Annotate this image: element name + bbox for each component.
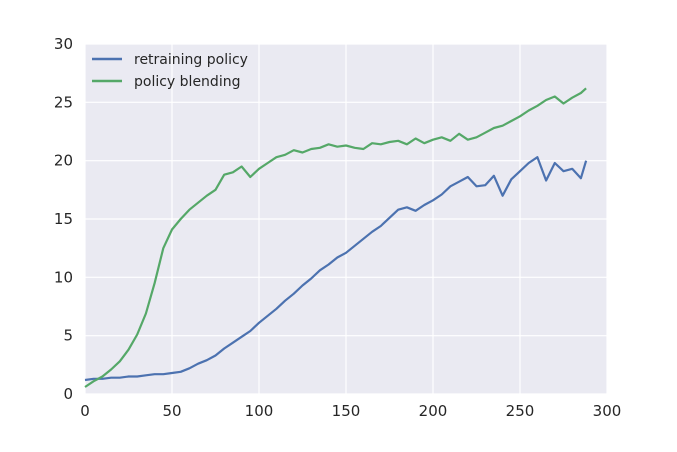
grid-lines — [84, 43, 608, 395]
y-tick-labels: 0 5 10 15 20 25 30 — [54, 35, 73, 403]
y-tick-label: 10 — [54, 268, 73, 286]
series-line-policy-blending — [84, 87, 587, 388]
legend: retraining policy policy blending — [92, 52, 248, 90]
series-line-retraining-policy — [84, 156, 588, 382]
legend-label: policy blending — [134, 74, 240, 90]
series-lines — [84, 87, 588, 388]
x-tick-label: 300 — [593, 402, 622, 420]
x-tick-label: 150 — [332, 402, 361, 420]
x-tick-label: 250 — [506, 402, 535, 420]
y-tick-label: 20 — [54, 152, 73, 170]
x-tick-label: 200 — [419, 402, 448, 420]
x-tick-label: 100 — [245, 402, 274, 420]
x-tick-label: 50 — [162, 402, 181, 420]
y-tick-label: 0 — [63, 385, 73, 403]
y-tick-label: 15 — [54, 210, 73, 228]
y-tick-label: 5 — [63, 327, 73, 345]
x-tick-label: 0 — [80, 402, 90, 420]
y-tick-label: 25 — [54, 93, 73, 111]
legend-label: retraining policy — [134, 52, 248, 68]
y-tick-label: 30 — [54, 35, 73, 53]
x-tick-labels: 0 50 100 150 200 250 300 — [80, 402, 621, 420]
